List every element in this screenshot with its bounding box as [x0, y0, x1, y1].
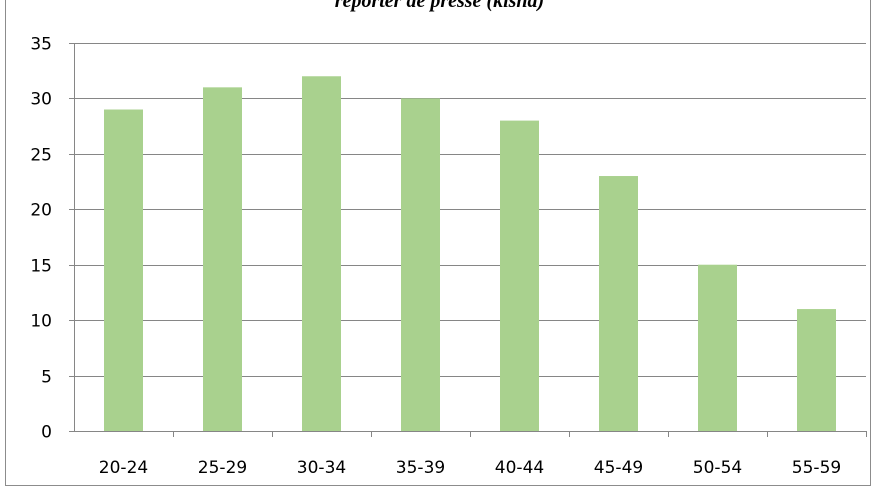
y-tick-label: 20 [30, 201, 52, 221]
axes [69, 43, 867, 437]
x-tick-label: 20-24 [99, 458, 148, 478]
x-tick-label: 45-49 [594, 458, 643, 478]
bar-20-24 [104, 109, 143, 431]
x-tick-label: 40-44 [495, 458, 544, 478]
x-tick-label: 30-34 [297, 458, 346, 478]
bar-40-44 [500, 120, 539, 431]
bar-50-54 [698, 264, 737, 431]
chart-title: reporter de presse (kisha) [334, 0, 545, 12]
y-tick-label: 15 [30, 257, 52, 277]
x-tick-labels: 20-24 25-29 30-34 35-39 40-44 45-49 50-54 55-59 [99, 458, 841, 478]
bar-30-34 [302, 76, 341, 431]
x-tick-label: 25-29 [198, 458, 247, 478]
y-tick-labels: 0 5 10 15 20 25 30 35 [30, 35, 52, 443]
y-tick-label: 25 [30, 146, 52, 166]
bar-55-59 [797, 309, 836, 431]
gridlines [74, 43, 866, 377]
bar-45-49 [599, 176, 638, 431]
x-tick-label: 50-54 [693, 458, 742, 478]
x-tick-label: 55-59 [792, 458, 841, 478]
bars [104, 76, 836, 431]
y-tick-label: 30 [30, 90, 52, 110]
y-tick-label: 5 [41, 368, 52, 388]
y-tick-label: 10 [30, 312, 52, 332]
bar-25-29 [203, 87, 242, 431]
x-tick-label: 35-39 [396, 458, 445, 478]
bar-35-39 [401, 98, 440, 431]
y-tick-label: 0 [41, 423, 52, 443]
y-tick-label: 35 [30, 35, 52, 55]
